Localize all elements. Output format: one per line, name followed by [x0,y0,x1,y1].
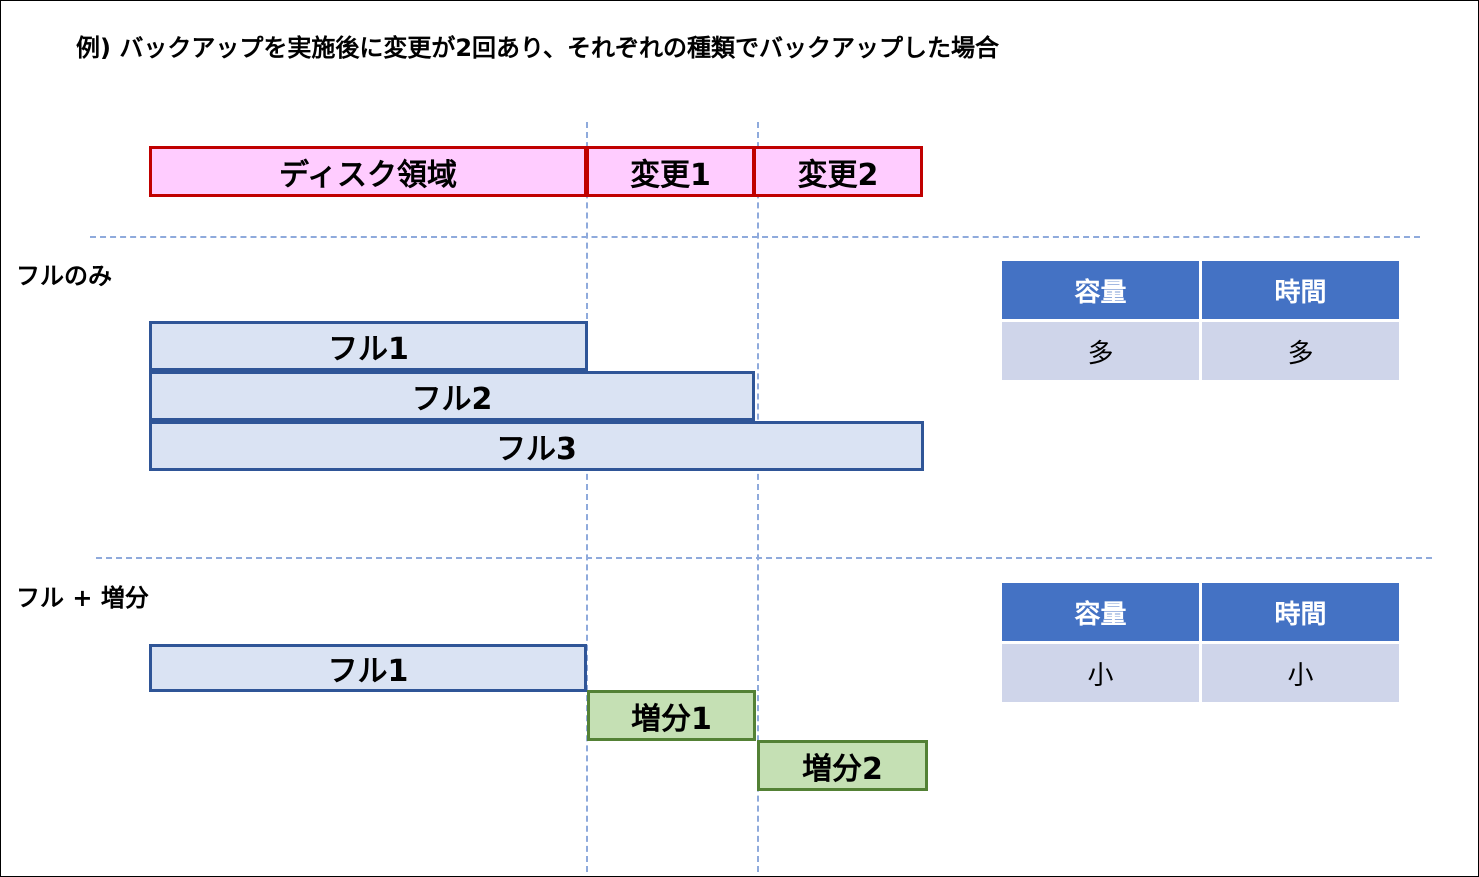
full-incremental-full1-bar: フル1 [149,644,587,692]
disk-area-bar: ディスク領域 [149,146,587,197]
full-only-metric-table: 容量 時間 多 多 [999,258,1402,383]
change1-bar: 変更1 [586,146,755,197]
full-only-full3-bar: フル3 [149,421,924,471]
full-only-full2-bar: フル2 [149,371,755,421]
time-value: 小 [1202,644,1399,702]
time-header: 時間 [1202,261,1399,319]
full-incremental-label: フル + 増分 [16,584,149,612]
full-only-label: フルのみ [16,262,112,290]
diagram-title: 例) バックアップを実施後に変更が2回あり、それぞれの種類でバックアップした場合 [76,34,1000,62]
full-incremental-metric-table: 容量 時間 小 小 [999,580,1402,705]
guide-line-change2-start [757,122,759,872]
capacity-value: 多 [1002,322,1199,380]
time-value: 多 [1202,322,1399,380]
section-divider-1 [90,236,1420,238]
incremental1-bar: 増分1 [587,690,756,741]
guide-line-change1-start [586,122,588,872]
capacity-header: 容量 [1002,261,1199,319]
section-divider-2 [96,557,1432,559]
incremental2-bar: 増分2 [757,740,928,791]
full-only-full1-bar: フル1 [149,321,588,371]
time-header: 時間 [1202,583,1399,641]
capacity-header: 容量 [1002,583,1199,641]
change2-bar: 変更2 [753,146,923,197]
capacity-value: 小 [1002,644,1199,702]
